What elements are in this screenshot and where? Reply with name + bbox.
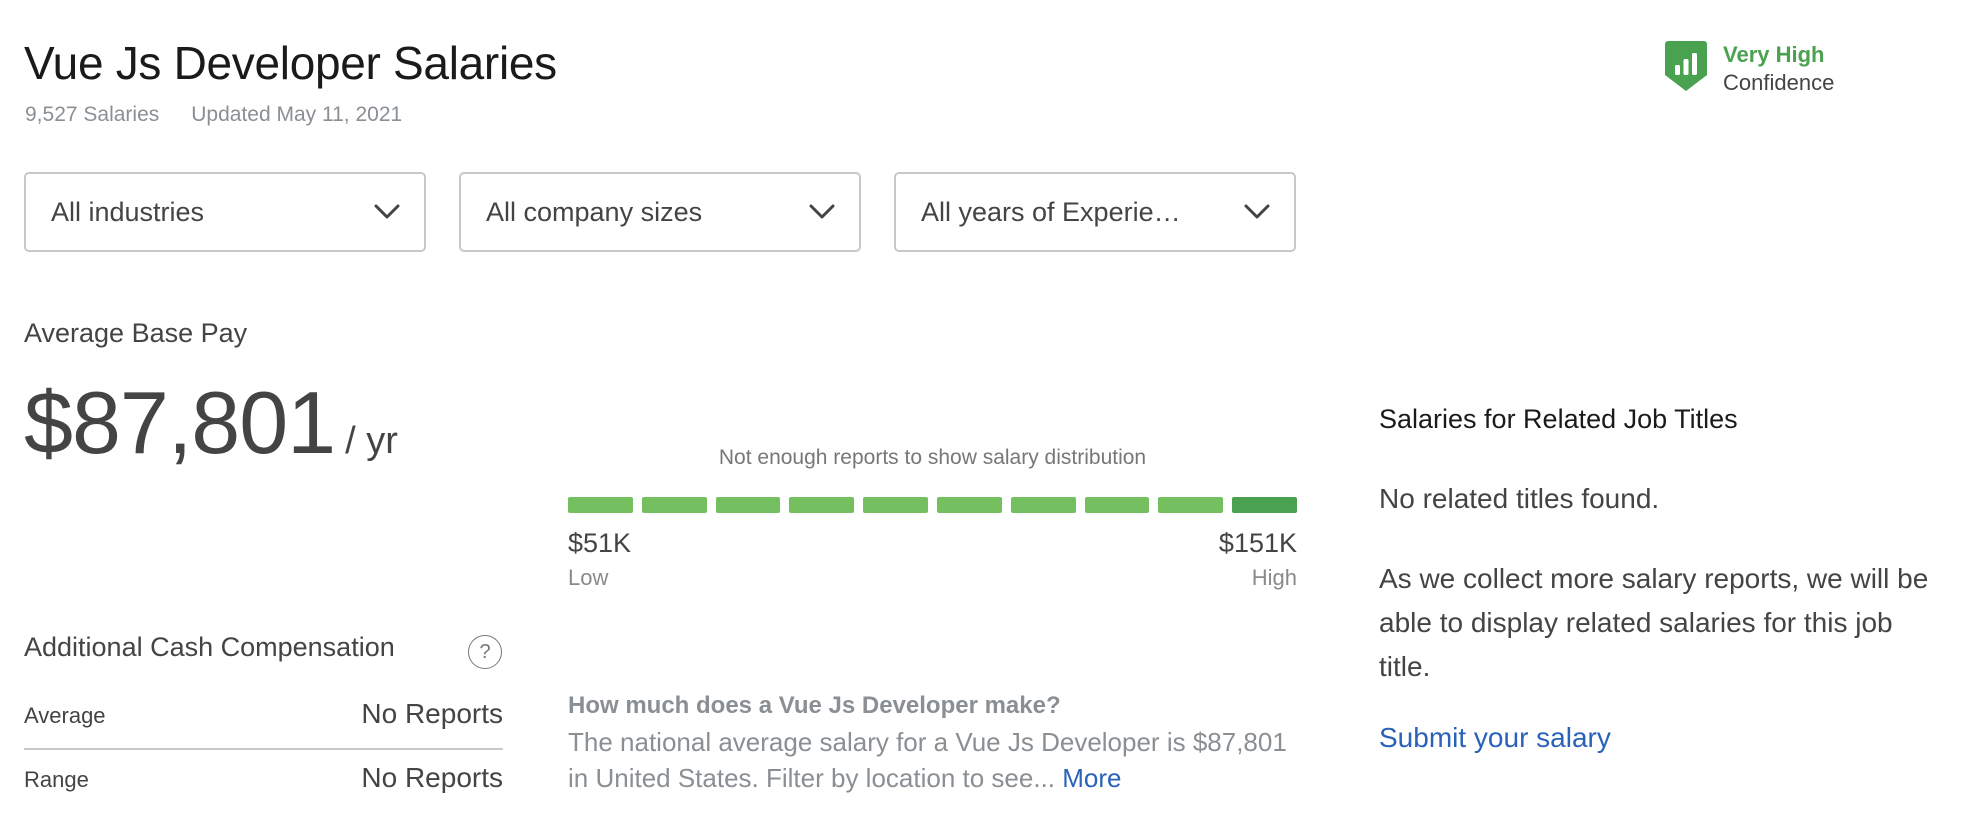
low-value: $51K	[568, 528, 632, 558]
comp-row-average: Average No Reports	[24, 698, 503, 730]
related-explanation: As we collect more salary reports, we wi…	[1379, 563, 1929, 682]
distribution-segment	[1232, 497, 1297, 513]
related-empty-message: No related titles found.	[1379, 483, 1660, 514]
related-titles-heading: Salaries for Related Job Titles	[1379, 404, 1738, 434]
updated-date: Updated May 11, 2021	[191, 103, 403, 126]
salary-count: 9,527 Salaries	[25, 103, 160, 126]
submit-salary-link[interactable]: Submit your salary	[1379, 722, 1611, 753]
comp-row-label: Range	[24, 767, 89, 792]
question-circle-icon[interactable]: ?	[468, 635, 502, 669]
dropdown-value: All industries	[51, 196, 205, 227]
comp-row-value: No Reports	[361, 762, 503, 793]
base-pay-label: Average Base Pay	[24, 318, 248, 348]
low-label: Low	[568, 565, 609, 590]
distribution-segment	[863, 497, 928, 513]
industry-filter-dropdown[interactable]: All industries	[24, 172, 426, 252]
high-label: High	[1251, 565, 1297, 590]
distribution-segment	[1010, 497, 1076, 513]
dropdown-value: All years of Experie…	[921, 196, 1181, 227]
distribution-segment	[568, 497, 633, 513]
dropdown-value: All company sizes	[486, 196, 703, 227]
divider	[24, 748, 503, 750]
distribution-segment	[641, 497, 707, 513]
chevron-down-icon	[374, 204, 400, 219]
base-pay-amount: $87,801	[24, 373, 336, 472]
distribution-segment	[936, 497, 1002, 513]
company-size-filter-dropdown[interactable]: All company sizes	[459, 172, 861, 252]
confidence-level: Very High	[1723, 42, 1825, 67]
distribution-caption: Not enough reports to show salary distri…	[718, 446, 1147, 469]
confidence-label: Confidence	[1723, 70, 1835, 95]
chevron-down-icon	[809, 204, 835, 219]
comp-row-value: No Reports	[361, 698, 503, 729]
salary-faq: How much does a Vue Js Developer make? T…	[568, 688, 1308, 796]
faq-answer-wrap: The national average salary for a Vue Js…	[568, 724, 1308, 796]
faq-answer: The national average salary for a Vue Js…	[568, 727, 1287, 793]
additional-comp-title: Additional Cash Compensation	[24, 632, 395, 662]
chevron-down-icon	[1244, 204, 1270, 219]
comp-row-range: Range No Reports	[24, 762, 503, 794]
base-pay-period: / yr	[345, 420, 398, 462]
more-link[interactable]: More	[1062, 763, 1122, 793]
high-value: $151K	[1218, 528, 1297, 558]
distribution-segment	[789, 497, 855, 513]
distribution-segment	[715, 497, 781, 513]
salary-distribution-bar	[568, 497, 1297, 513]
page-meta: 9,527 Salaries Updated May 11, 2021	[25, 103, 402, 127]
comp-row-label: Average	[24, 703, 106, 728]
confidence-badge: Very High Confidence	[1665, 41, 1834, 97]
distribution-segment	[1084, 497, 1150, 513]
distribution-segment	[1158, 497, 1224, 513]
experience-filter-dropdown[interactable]: All years of Experie…	[894, 172, 1296, 252]
faq-question: How much does a Vue Js Developer make?	[568, 692, 1061, 719]
bar-chart-shield-icon	[1665, 41, 1707, 91]
base-pay-value: $87,801 / yr	[24, 372, 398, 474]
page-title: Vue Js Developer Salaries	[24, 37, 557, 89]
